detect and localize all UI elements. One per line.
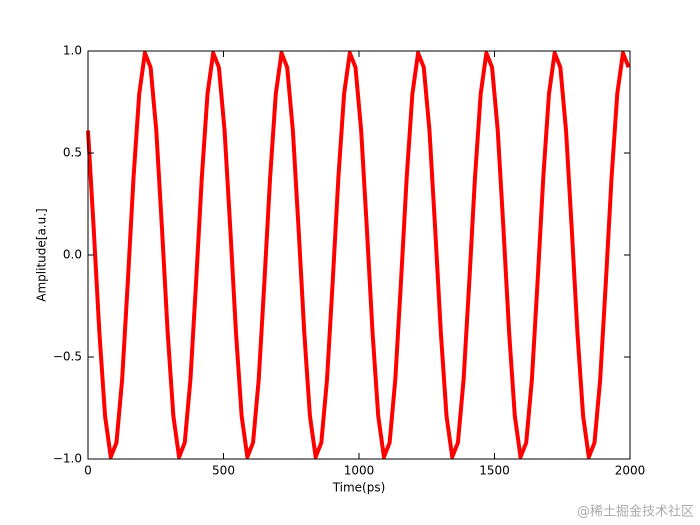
watermark: @稀土掘金技术社区	[577, 504, 694, 520]
x-tick-label: 1000	[344, 464, 375, 478]
y-tick-label: −1.0	[53, 452, 82, 466]
y-axis-label: Amplitude[a.u.]	[35, 208, 49, 301]
y-tick-label: 1.0	[63, 44, 82, 58]
data-line	[86, 51, 631, 459]
x-tick-label: 1500	[479, 464, 510, 478]
y-tick-label: 0.0	[63, 248, 82, 262]
y-tick-label: −0.5	[53, 350, 82, 364]
x-tick-label: 2000	[615, 464, 646, 478]
x-axis-label: Time(ps)	[332, 481, 386, 495]
x-tick-label: 500	[212, 464, 235, 478]
x-tick-label: 0	[84, 464, 92, 478]
plot-frame	[87, 50, 631, 460]
y-tick-label: 0.5	[63, 146, 82, 160]
